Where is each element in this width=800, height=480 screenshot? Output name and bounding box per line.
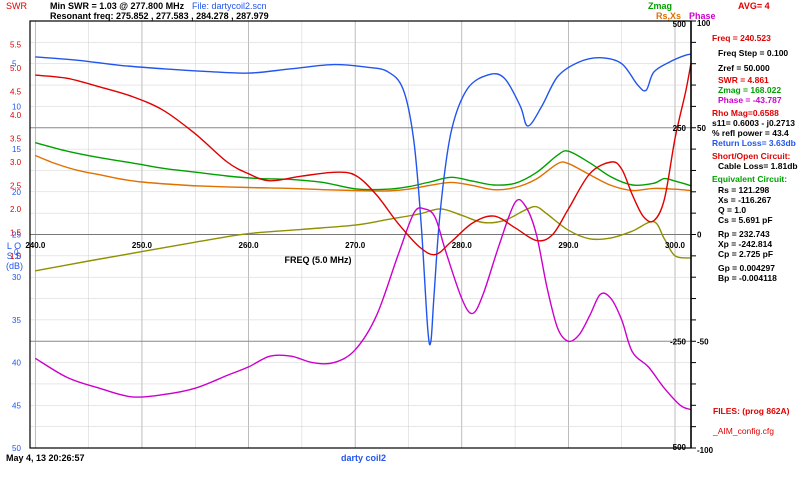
- equiv-circuit-title: Equivalent Circuit:: [712, 174, 788, 184]
- chart-grid: [30, 20, 696, 449]
- loss-tick-label: 5: [12, 60, 17, 69]
- xp-readout: Xp = -242.814: [718, 239, 773, 249]
- series-line-return-loss: [35, 53, 692, 346]
- gp-readout: Gp = 0.004297: [718, 263, 775, 273]
- x-tick-label: 260.0: [239, 241, 260, 250]
- x-tick-label: 300.0: [665, 241, 686, 250]
- s11-readout: s11= 0.6003 - j0.2713: [712, 118, 795, 128]
- loss-tick-label: 10: [12, 102, 21, 111]
- z-tick-label: 250: [673, 124, 687, 133]
- swr-axis-title: SWR: [6, 1, 27, 11]
- loss-tick-label: 45: [12, 401, 21, 410]
- loss-tick-label: 20: [12, 188, 21, 197]
- zref-readout: Zref = 50.000: [718, 63, 770, 73]
- swr-tick-label: 1.5: [10, 229, 22, 238]
- x-tick-label: 240.0: [25, 241, 46, 250]
- x-tick-label: 250.0: [132, 241, 153, 250]
- file-name: File: dartycoil2.scn: [192, 1, 267, 11]
- scan-name: darty coil2: [341, 453, 387, 463]
- phase-tick-label: -100: [697, 446, 714, 455]
- phase-readout: Phase = -43.787: [718, 95, 782, 105]
- z-tick-label: -250: [670, 337, 687, 346]
- short-open-title: Short/Open Circuit:: [712, 151, 791, 161]
- xs-readout: Xs = -116.267: [718, 195, 772, 205]
- freq-readout: Freq = 240.523: [712, 33, 771, 43]
- series-line-phase: [34, 198, 692, 411]
- series-line-rs: [35, 154, 692, 192]
- loss-axis-title-text: L O S S (dB): [6, 241, 24, 271]
- config-file[interactable]: _AIM_config.cfg: [713, 426, 774, 436]
- min-swr-readout: Min SWR = 1.03 @ 277.800 MHz: [50, 1, 185, 11]
- series-line-swr: [35, 63, 692, 256]
- bp-readout: Bp = -0.004118: [718, 273, 777, 283]
- rs-readout: Rs = 121.298: [718, 185, 770, 195]
- cable-loss-readout: Cable Loss= 1.81db: [718, 161, 798, 171]
- loss-tick-label: 15: [12, 145, 21, 154]
- x-tick-label: 290.0: [558, 241, 579, 250]
- files-readout: FILES: (prog 862A): [713, 406, 790, 416]
- chart-series: [34, 53, 692, 411]
- swr-tick-label: 4.5: [10, 88, 22, 97]
- swr-readout: SWR = 4.861: [718, 75, 769, 85]
- legend-rsxs: Rs,Xs: [656, 11, 682, 21]
- resonant-freq-readout: Resonant freq: 275.852 , 277.583 , 284.2…: [50, 11, 269, 21]
- series-line-xs: [35, 205, 692, 272]
- swr-tick-label: 3.0: [10, 158, 22, 167]
- swr-tick-label: 3.5: [10, 135, 22, 144]
- legend-zmag: Zmag: [648, 1, 673, 11]
- loss-tick-label: 30: [12, 273, 21, 282]
- freq-step-readout: Freq Step = 0.100: [718, 48, 789, 58]
- phase-tick-label: 50: [697, 124, 706, 133]
- x-axis-label: FREQ (5.0 MHz): [284, 255, 351, 265]
- loss-tick-label: 35: [12, 316, 21, 325]
- swr-tick-label: 2.0: [10, 205, 22, 214]
- loss-tick-label: 0: [14, 248, 19, 257]
- swr-tick-label: 1.0: [10, 252, 22, 261]
- z-tick-label: 500: [673, 20, 687, 29]
- rp-readout: Rp = 232.743: [718, 229, 770, 239]
- loss-tick-label: 50: [12, 444, 21, 453]
- phase-tick-label: 0: [697, 231, 702, 240]
- rho-mag-readout: Rho Mag=0.6588: [712, 108, 779, 118]
- phase-tick-label: -50: [697, 337, 709, 346]
- return-loss-readout: Return Loss= 3.63db: [712, 138, 796, 148]
- legend-phase: Phase: [689, 11, 716, 21]
- swr-tick-label: 2.5: [10, 182, 22, 191]
- timestamp: May 4, 13 20:26:57: [6, 453, 85, 463]
- phase-tick-label: 100: [697, 19, 711, 28]
- cp-readout: Cp = 2.725 pF: [718, 249, 774, 259]
- refl-power-readout: % refl power = 43.4: [712, 128, 789, 138]
- series-line-zmag: [35, 142, 692, 191]
- x-tick-label: 270.0: [345, 241, 366, 250]
- loss-tick-label: 25: [12, 231, 21, 240]
- zmag-readout: Zmag = 168.022: [718, 85, 782, 95]
- chart-tick-labels: 240.0 250.0 260.0 270.0 280.0 290.0 300.0 5.5 5.…: [10, 19, 714, 455]
- cs-readout: Cs = 5.691 pF: [718, 215, 773, 225]
- x-tick-label: 280.0: [452, 241, 473, 250]
- swr-tick-label: 5.0: [10, 64, 22, 73]
- avg-readout: AVG= 4: [738, 1, 770, 11]
- loss-tick-label: 40: [12, 359, 21, 368]
- swr-tick-label: 5.5: [10, 41, 22, 50]
- loss-axis-title: L O S S (dB): [6, 241, 24, 271]
- swr-tick-label: 4.0: [10, 111, 22, 120]
- q-readout: Q = 1.0: [718, 205, 747, 215]
